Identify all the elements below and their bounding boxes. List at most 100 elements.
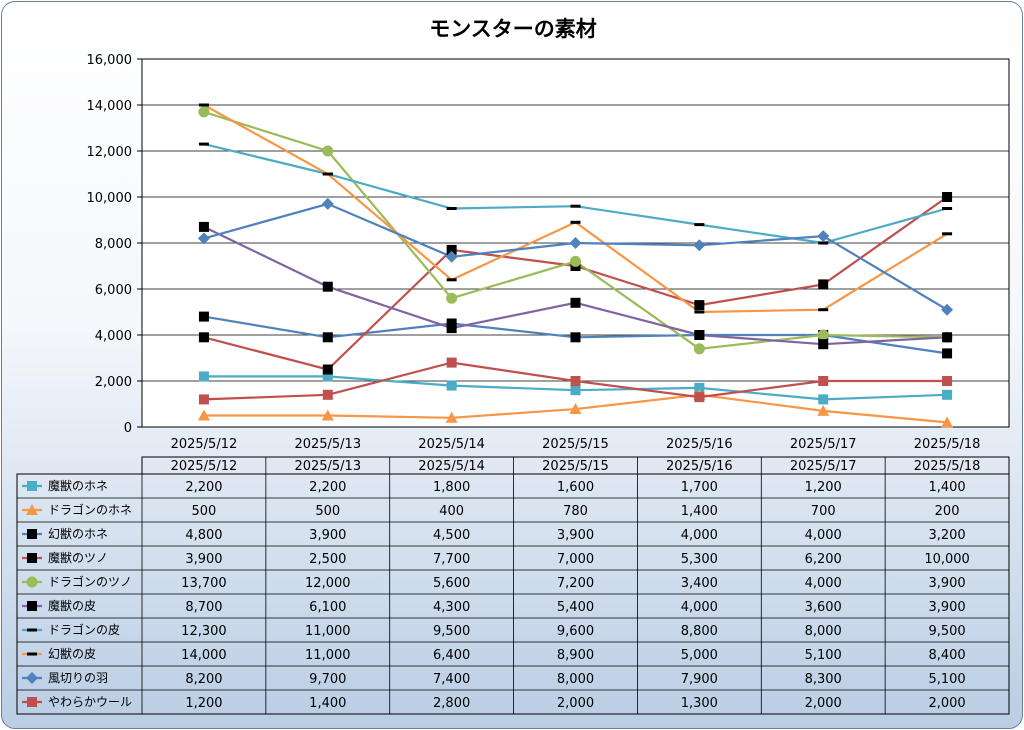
- table-cell: 4,000: [681, 600, 718, 615]
- data-point: [694, 392, 705, 403]
- legend-label: ドラゴンのホネ: [48, 502, 132, 517]
- data-point: [198, 103, 209, 107]
- table-cell: 1,400: [928, 480, 965, 495]
- table-cell: 5,300: [681, 552, 718, 567]
- data-point: [322, 371, 333, 382]
- table-cell: 3,400: [681, 576, 718, 591]
- data-point: [27, 652, 37, 656]
- table-cell: 4,000: [681, 528, 718, 543]
- table-cell: 3,900: [309, 528, 346, 543]
- data-table: 2025/5/12 2025/5/13 2025/5/14 2025/5/15 2025…: [16, 456, 1010, 715]
- x-tick-label: 2025/5/17: [790, 437, 857, 452]
- table-cell: 8,000: [557, 672, 594, 687]
- y-tick-label: 0: [124, 421, 132, 436]
- legend-label: やわらかウール: [48, 695, 132, 709]
- table-cell: 2,200: [185, 480, 222, 495]
- data-point: [198, 221, 209, 232]
- data-point: [197, 409, 210, 421]
- x-tick-label: 2025/5/14: [418, 437, 485, 452]
- table-cell: 6,100: [309, 600, 346, 615]
- data-point: [198, 394, 209, 405]
- data-point: [818, 279, 829, 290]
- data-point: [570, 385, 581, 396]
- table-cell: 2,500: [309, 552, 346, 567]
- table-cell: 1,700: [681, 480, 718, 495]
- data-point: [818, 339, 829, 350]
- table-cell: 6,400: [433, 648, 470, 663]
- legend-label: ドラゴンのツノ: [48, 574, 132, 589]
- series-markers: [197, 103, 954, 428]
- table-cell: 5,100: [805, 648, 842, 663]
- table-cell: 2,000: [928, 696, 965, 711]
- table-cell: 3,900: [185, 552, 222, 567]
- legend-label: 風切りの羽: [48, 671, 108, 685]
- data-point: [198, 332, 209, 343]
- data-point: [27, 529, 37, 539]
- table-cell: 2,200: [309, 480, 346, 495]
- table-header-cell: 2025/5/12: [171, 459, 238, 474]
- table-header-cell: 2025/5/16: [666, 459, 733, 474]
- data-point: [321, 409, 334, 421]
- data-point: [446, 380, 457, 391]
- table-cell: 4,300: [433, 600, 470, 615]
- data-point: [27, 628, 37, 632]
- data-point: [322, 389, 333, 400]
- data-point: [942, 332, 953, 343]
- table-cell: 3,900: [557, 528, 594, 543]
- table-cell: 3,200: [928, 528, 965, 543]
- table-cell: 8,400: [928, 648, 965, 663]
- data-point: [693, 343, 705, 355]
- table-cell: 8,900: [557, 648, 594, 663]
- data-point: [694, 223, 705, 227]
- legend-label: 魔獣のホネ: [48, 478, 108, 493]
- data-point: [27, 481, 37, 491]
- table-cell: 4,500: [433, 528, 470, 543]
- table-cell: 5,400: [557, 600, 594, 615]
- data-point: [570, 297, 581, 308]
- y-tick-label: 8,000: [95, 237, 132, 252]
- gridlines: [142, 58, 1009, 428]
- table-cell: 14,000: [181, 648, 227, 663]
- legend-label: ドラゴンの皮: [48, 622, 120, 637]
- table-cell: 7,000: [557, 552, 594, 567]
- table-cell: 8,800: [681, 624, 718, 639]
- table-cell: 5,000: [681, 648, 718, 663]
- data-point: [321, 197, 334, 210]
- data-point: [941, 303, 954, 316]
- y-tick-label: 6,000: [95, 283, 132, 298]
- data-point: [694, 310, 705, 314]
- data-point: [570, 332, 581, 343]
- table-cell: 1,300: [681, 696, 718, 711]
- table-cell: 1,200: [185, 696, 222, 711]
- table-cell: 8,000: [805, 624, 842, 639]
- x-tick-label: 2025/5/15: [542, 437, 609, 452]
- data-point: [446, 207, 457, 210]
- chart-title: モンスターの素材: [429, 17, 597, 41]
- table-cell: 8,200: [185, 672, 222, 687]
- x-tick-label: 2025/5/16: [666, 437, 733, 452]
- table-cell: 3,900: [928, 600, 965, 615]
- data-point: [570, 220, 581, 224]
- data-point: [322, 281, 333, 292]
- y-tick-label: 16,000: [87, 53, 133, 68]
- y-axis-ticks: 0 2,000 4,000 6,000 8,000 10,000 12,000 14,000 1…: [87, 53, 142, 436]
- x-axis-ticks: 2025/5/12 2025/5/13 2025/5/14 2025/5/15 2025…: [171, 437, 981, 452]
- table-cell: 1,400: [681, 504, 718, 519]
- data-point: [446, 292, 458, 304]
- table-cell: 11,000: [305, 648, 351, 663]
- table-cell: 4,000: [805, 528, 842, 543]
- table-cell: 1,400: [309, 696, 346, 711]
- data-point: [26, 576, 38, 588]
- data-point: [198, 142, 209, 146]
- table-cell: 2,000: [805, 696, 842, 711]
- data-point: [694, 300, 705, 311]
- data-point: [27, 553, 37, 563]
- table-cell: 500: [192, 504, 217, 519]
- data-point: [446, 278, 457, 282]
- data-point: [445, 411, 458, 423]
- data-point: [942, 207, 953, 210]
- y-tick-label: 4,000: [95, 329, 132, 344]
- data-point: [570, 204, 581, 208]
- table-header-cell: 2025/5/13: [294, 459, 361, 474]
